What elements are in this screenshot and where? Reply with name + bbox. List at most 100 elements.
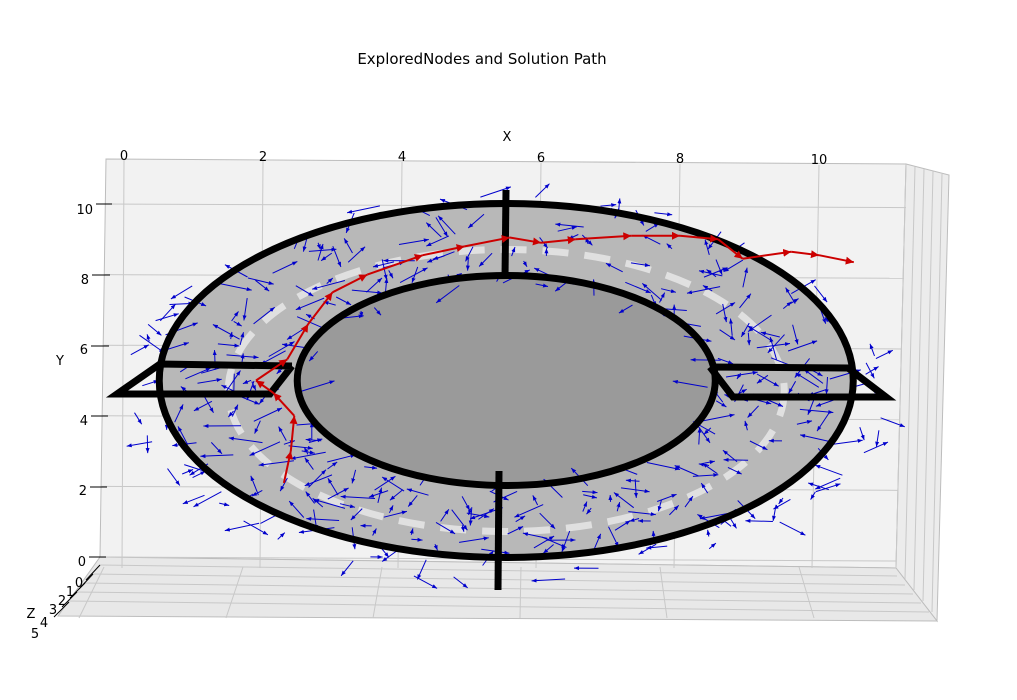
y-tick-6: 6 (80, 343, 88, 358)
side-gridline (913, 168, 925, 591)
solution-path-arrow (282, 450, 294, 484)
explored-node-arrow (268, 341, 295, 357)
explored-node-arrow (799, 408, 834, 415)
x-tick-0: 0 (120, 149, 128, 164)
explored-node-arrow (608, 526, 619, 548)
explored-node-arrow (795, 372, 820, 388)
explored-node-arrow (745, 518, 773, 523)
explored-node-arrow (254, 420, 261, 434)
right-finish-gate (707, 363, 897, 401)
z-axis: Z 0 1 2 3 4 5 (27, 564, 101, 642)
floor-gridline (372, 566, 383, 619)
explored-node-arrow (515, 515, 526, 523)
y-tick-0: 0 (78, 555, 86, 570)
explored-node-arrow (377, 487, 383, 504)
explored-node-arrow (316, 242, 321, 250)
explored-node-arrow (824, 376, 829, 395)
explored-node-arrow (815, 464, 843, 476)
y-tick-2: 2 (79, 484, 87, 499)
explored-node-arrow (532, 495, 539, 506)
explored-node-arrow (440, 509, 450, 522)
explored-node-arrow (816, 412, 830, 432)
explored-node-arrow (535, 183, 550, 198)
y-axis: Y 0 2 4 6 8 10 (55, 203, 112, 570)
explored-node-arrow (304, 474, 333, 487)
explored-node-arrow (290, 451, 326, 460)
explored-node-arrow (413, 575, 438, 589)
explored-node-arrow (756, 374, 769, 384)
explored-node-arrow (787, 340, 818, 352)
explored-node-arrow (865, 362, 875, 379)
explored-node-arrow (305, 437, 322, 442)
explored-node-arrow (641, 283, 663, 301)
explored-node-arrow (320, 252, 333, 262)
z-tick-0: 0 (75, 576, 83, 591)
solution-path-arrow (255, 379, 274, 394)
explored-node-arrow (317, 243, 324, 261)
explored-node-arrow (388, 270, 394, 279)
explored-node-arrow (212, 324, 240, 340)
x-axis-label: X (503, 130, 512, 145)
explored-node-arrow (167, 468, 181, 486)
explored-node-arrow (461, 496, 471, 511)
explored-node-arrow (288, 500, 305, 518)
explored-node-arrow (869, 343, 875, 357)
explored-node-arrow (350, 508, 363, 521)
solution-path-arrow (289, 415, 298, 452)
explored-node-arrow (185, 367, 211, 380)
explored-node-arrow (170, 285, 193, 300)
explored-node-arrow (437, 215, 456, 235)
explored-node-arrow (346, 205, 381, 214)
explored-node-arrow (815, 477, 841, 490)
explored-node-arrow (814, 285, 828, 303)
explored-node-arrow (478, 508, 495, 520)
explored-node-arrow (760, 331, 780, 338)
explored-node-arrow (533, 267, 549, 276)
explored-node-arrow (308, 351, 319, 362)
solution-path-arrow (509, 236, 542, 246)
explored-node-arrow (279, 477, 288, 492)
explored-node-arrow (335, 296, 352, 306)
side-gridline (922, 171, 934, 602)
explored-node-arrow (747, 405, 759, 418)
explored-node-arrow (773, 498, 791, 510)
explored-node-arrow (628, 511, 656, 517)
y-tick-10: 10 (76, 203, 93, 218)
explored-node-arrow (697, 427, 702, 445)
explored-node-arrow (706, 529, 711, 537)
explored-node-arrow (654, 212, 673, 217)
explored-node-arrow (531, 578, 566, 583)
explored-node-arrow (182, 469, 194, 475)
explored-node-arrow (220, 283, 252, 292)
explored-node-arrow (460, 525, 465, 532)
explored-node-arrow (313, 498, 346, 509)
explored-node-arrow (407, 495, 418, 507)
explored-node-arrow (351, 289, 383, 295)
explored-node-arrow (217, 343, 240, 348)
explored-node-arrow (182, 494, 205, 505)
explored-node-arrow (425, 222, 442, 238)
explored-node-arrow (625, 478, 640, 483)
explored-node-arrow (465, 258, 470, 271)
explored-node-arrow (381, 476, 405, 492)
side-gridline (895, 163, 907, 569)
explored-node-arrow (435, 285, 460, 304)
floor-gridline (225, 566, 244, 619)
explored-node-arrow (193, 491, 222, 508)
explored-node-arrow (782, 301, 792, 309)
explored-node-arrow (581, 234, 593, 246)
explored-node-arrow (480, 186, 512, 198)
explored-node-arrow (785, 287, 796, 304)
explored-node-arrow (740, 322, 750, 338)
solution-path-arrow (742, 248, 792, 260)
explored-node-arrow (203, 396, 214, 413)
explored-node-arrow (514, 504, 544, 518)
explored-node-arrow (210, 442, 223, 455)
explored-node-arrow (242, 379, 252, 385)
explored-node-arrow (383, 510, 408, 518)
explored-node-arrow (251, 381, 257, 391)
explored-node-arrow (200, 454, 234, 459)
explored-node-arrow (340, 494, 376, 499)
solution-path-arrow (818, 254, 854, 265)
explored-node-arrow (659, 292, 666, 303)
